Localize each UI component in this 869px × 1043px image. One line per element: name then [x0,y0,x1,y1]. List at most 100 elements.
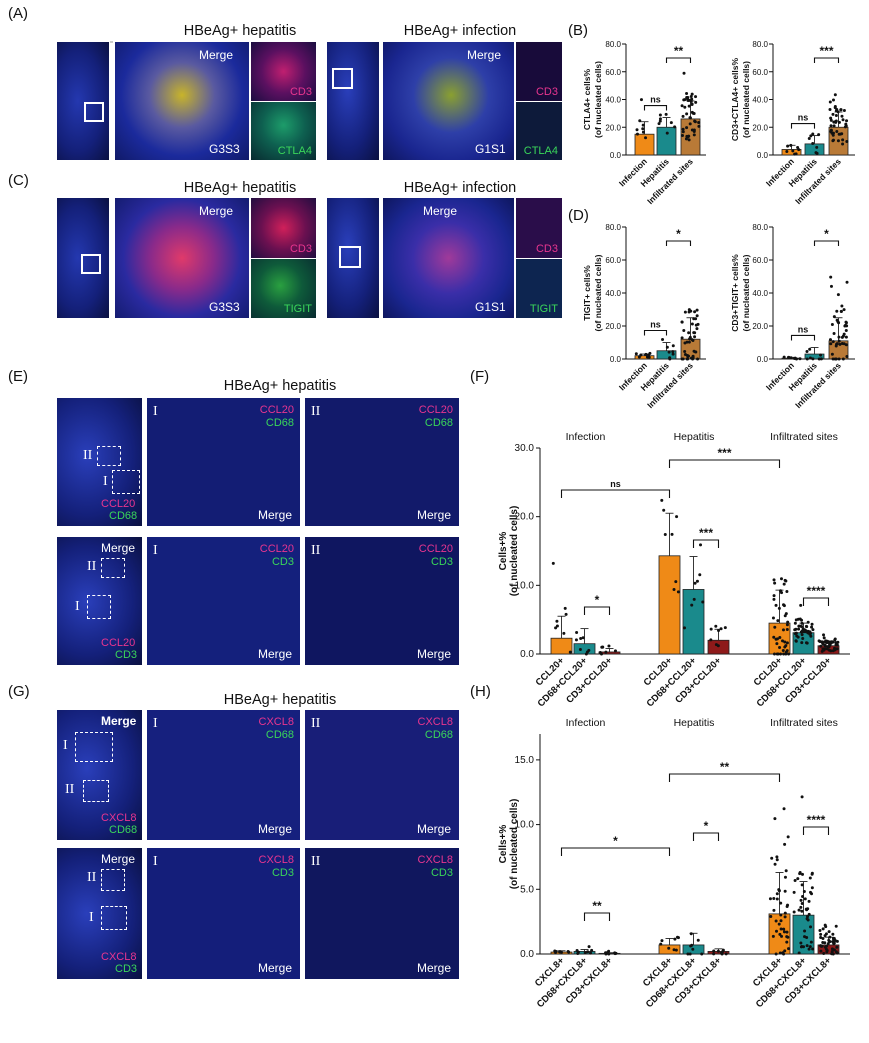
data-point [821,936,825,940]
data-point [845,119,849,123]
data-point [685,91,689,95]
significance-bracket [813,240,840,246]
data-point [831,357,835,361]
overlay-merge: Merge [467,48,502,62]
overlay-ccl20: CCL20 [259,543,294,555]
overlay-cd68: CD68 [265,417,294,429]
data-point [835,130,839,134]
data-point [810,622,814,626]
data-point [688,116,692,120]
data-point [811,142,815,146]
data-point [830,323,834,327]
significance-label: ** [720,760,730,774]
data-point [840,341,844,345]
data-point [819,353,823,357]
data-point [720,952,724,956]
data-point [717,629,721,633]
data-point [772,594,776,598]
data-point [792,890,796,894]
overlay-merge: Merge [416,822,451,836]
data-point [785,589,789,593]
data-point [831,340,835,344]
bar [658,555,681,655]
data-point [670,532,674,536]
data-point [807,137,811,141]
data-point [779,577,783,581]
micrograph-g-region2-bottom: II CXCL8 CD3 Merge [305,848,459,979]
data-point [644,352,648,356]
micrograph-g-region2-top: II CXCL8 CD68 Merge [305,710,459,840]
data-point [639,353,643,357]
data-point [689,94,693,98]
data-point [687,104,691,108]
panel-label-g: (G) [8,683,30,700]
data-point [835,309,839,313]
data-point [834,641,838,645]
data-point [692,597,696,601]
data-point [804,641,808,645]
data-point [828,643,832,647]
roman-i: I [153,404,158,419]
data-point [775,892,779,896]
data-point [783,915,787,919]
data-point [690,102,694,106]
roman-ii: II [311,854,321,869]
region-box-2 [101,869,125,891]
data-point [785,150,789,154]
data-point [774,929,778,933]
data-point [682,71,686,75]
data-point [563,606,567,610]
data-point [835,107,839,111]
significance-bracket [692,832,720,841]
data-point [808,876,812,880]
data-point [662,508,666,512]
data-point [687,308,691,312]
data-point [815,151,819,155]
data-point [773,862,777,866]
overlay-tigit: TIGIT [529,303,558,315]
significance-label: ns [650,320,661,330]
significance-label: * [595,593,600,607]
data-point [835,318,839,322]
data-point [824,925,828,929]
y-tick-label: 0.0 [520,649,534,660]
overlay-ctla4: CTLA4 [277,145,312,157]
significance-bracket [665,57,692,63]
data-point [658,117,662,121]
data-point [693,581,697,585]
data-point [775,637,779,641]
overlay-merge: Merge [199,48,234,62]
data-point [787,947,791,951]
data-point [817,133,821,137]
data-point [833,637,837,641]
data-point [809,890,813,894]
data-point [772,908,776,912]
data-point [835,945,839,949]
data-point [801,637,805,641]
data-point [566,949,570,953]
data-point [834,924,838,928]
data-point [837,321,841,325]
significance-label: ns [610,479,621,489]
data-point [690,97,694,101]
data-point [797,908,801,912]
micrograph-a-merge-left: Merge G3S3 [115,42,249,160]
overlay-merge: Merge [416,508,451,522]
data-point [581,636,585,640]
title-a-left: HBeAg+ hepatitis [183,23,297,39]
data-point [774,952,778,956]
data-point [782,927,786,931]
data-point [683,105,687,109]
data-point [806,915,810,919]
significance-label: ns [650,95,661,105]
overlay-merge: Merge [257,961,292,975]
data-point [782,807,786,811]
y-tick-label: 0.0 [610,151,622,160]
roman-ii: II [311,716,321,731]
y-tick-label: 30.0 [515,443,535,454]
data-point [786,355,790,359]
data-point [691,947,695,951]
y-tick-label: 80.0 [605,223,621,232]
significance-bracket [790,334,816,341]
data-point [803,630,807,634]
